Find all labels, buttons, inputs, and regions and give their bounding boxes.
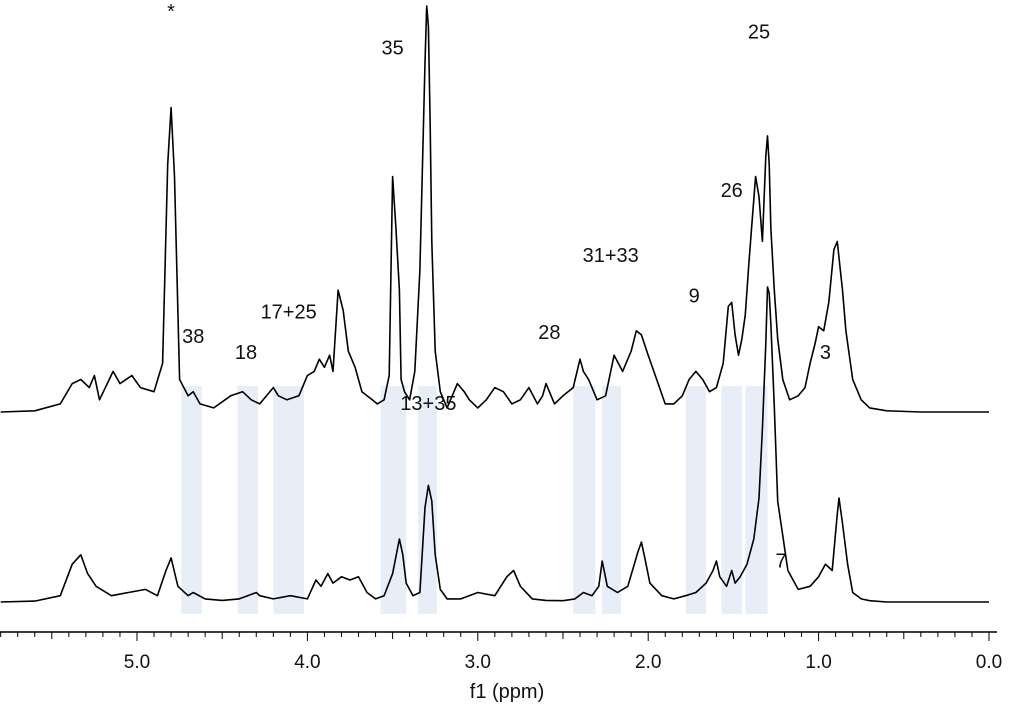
x-axis-minor-ticks	[0, 632, 990, 641]
peak-label-5: 35	[381, 38, 403, 60]
spectrum-trace-upper	[0, 5, 989, 413]
peak-label-8: 9	[689, 285, 700, 307]
peak-label-10: 25	[748, 21, 770, 43]
peak-label-7: 31+33	[583, 245, 639, 267]
peak-label-6: 28	[538, 322, 560, 344]
x-tick-label-4.0: 4.0	[294, 652, 320, 673]
x-tick-label-2.0: 2.0	[635, 652, 661, 673]
highlight-band-3	[273, 386, 304, 614]
peak-label-4: 17+25	[261, 302, 317, 324]
peak-label-2: 38	[182, 326, 204, 348]
x-axis-tick-labels: 5.0 4.0 3.0 2.0 1.0 0.0	[124, 652, 1002, 673]
highlight-band-10	[745, 386, 768, 614]
x-axis: 5.0 4.0 3.0 2.0 1.0 0.0	[0, 631, 1002, 673]
highlight-band-9	[721, 386, 742, 614]
x-tick-label-0.0: 0.0	[976, 652, 1002, 673]
x-tick-label-3.0: 3.0	[465, 652, 491, 673]
highlight-band-4	[380, 386, 407, 614]
highlight-bands	[181, 386, 768, 614]
highlight-band-5	[418, 386, 437, 614]
highlight-band-1	[181, 386, 202, 614]
peak-label-13: 7	[776, 550, 787, 572]
spectrum-traces	[0, 5, 989, 603]
peak-label-9: 26	[721, 180, 743, 202]
peak-label-12: 13+35	[400, 393, 456, 415]
spectrum-trace-lower	[0, 286, 989, 603]
highlight-band-7	[602, 386, 621, 614]
x-axis-title: f1 (ppm)	[470, 681, 544, 703]
peak-label-3: 18	[235, 342, 257, 364]
highlight-band-6	[573, 386, 596, 614]
peak-label-11: 3	[820, 342, 831, 364]
x-tick-label-5.0: 5.0	[124, 652, 150, 673]
x-tick-label-1.0: 1.0	[805, 652, 831, 673]
highlight-band-8	[685, 386, 707, 614]
highlight-band-2	[237, 386, 258, 614]
peak-label-1: *	[167, 1, 175, 23]
